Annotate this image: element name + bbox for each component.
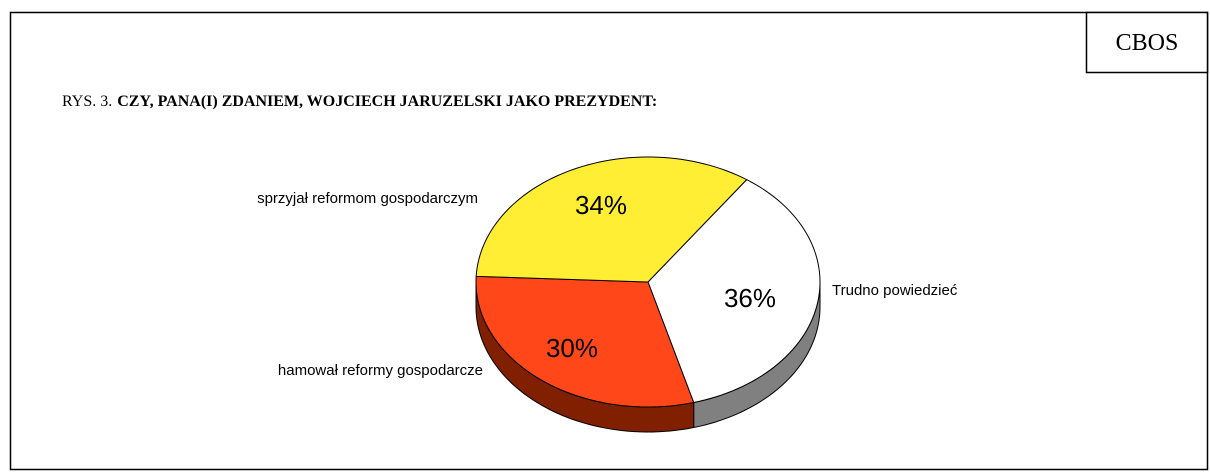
- source-box: [1085, 11, 1209, 74]
- category-label: sprzyjał reformom gospodarczym: [257, 190, 478, 207]
- slice: [475, 275, 695, 408]
- value-label: 36%: [724, 283, 776, 313]
- category-label: Trudno powiedzieć: [832, 282, 958, 299]
- value-label: 34%: [575, 190, 627, 220]
- figure-label: RYS. 3.: [62, 93, 112, 110]
- title: CZY, PANA(I) ZDANIEM, WOJCIECH JARUZELSK…: [117, 93, 657, 110]
- category-label: hamował reformy gospodarcze: [278, 362, 483, 379]
- source: CBOS: [1116, 30, 1179, 56]
- slice: [475, 156, 748, 283]
- chart-title: RYS. 3. CZY, PANA(I) ZDANIEM, WOJCIECH JA…: [62, 93, 657, 110]
- value-label: 30%: [546, 333, 598, 363]
- slice: [647, 178, 821, 404]
